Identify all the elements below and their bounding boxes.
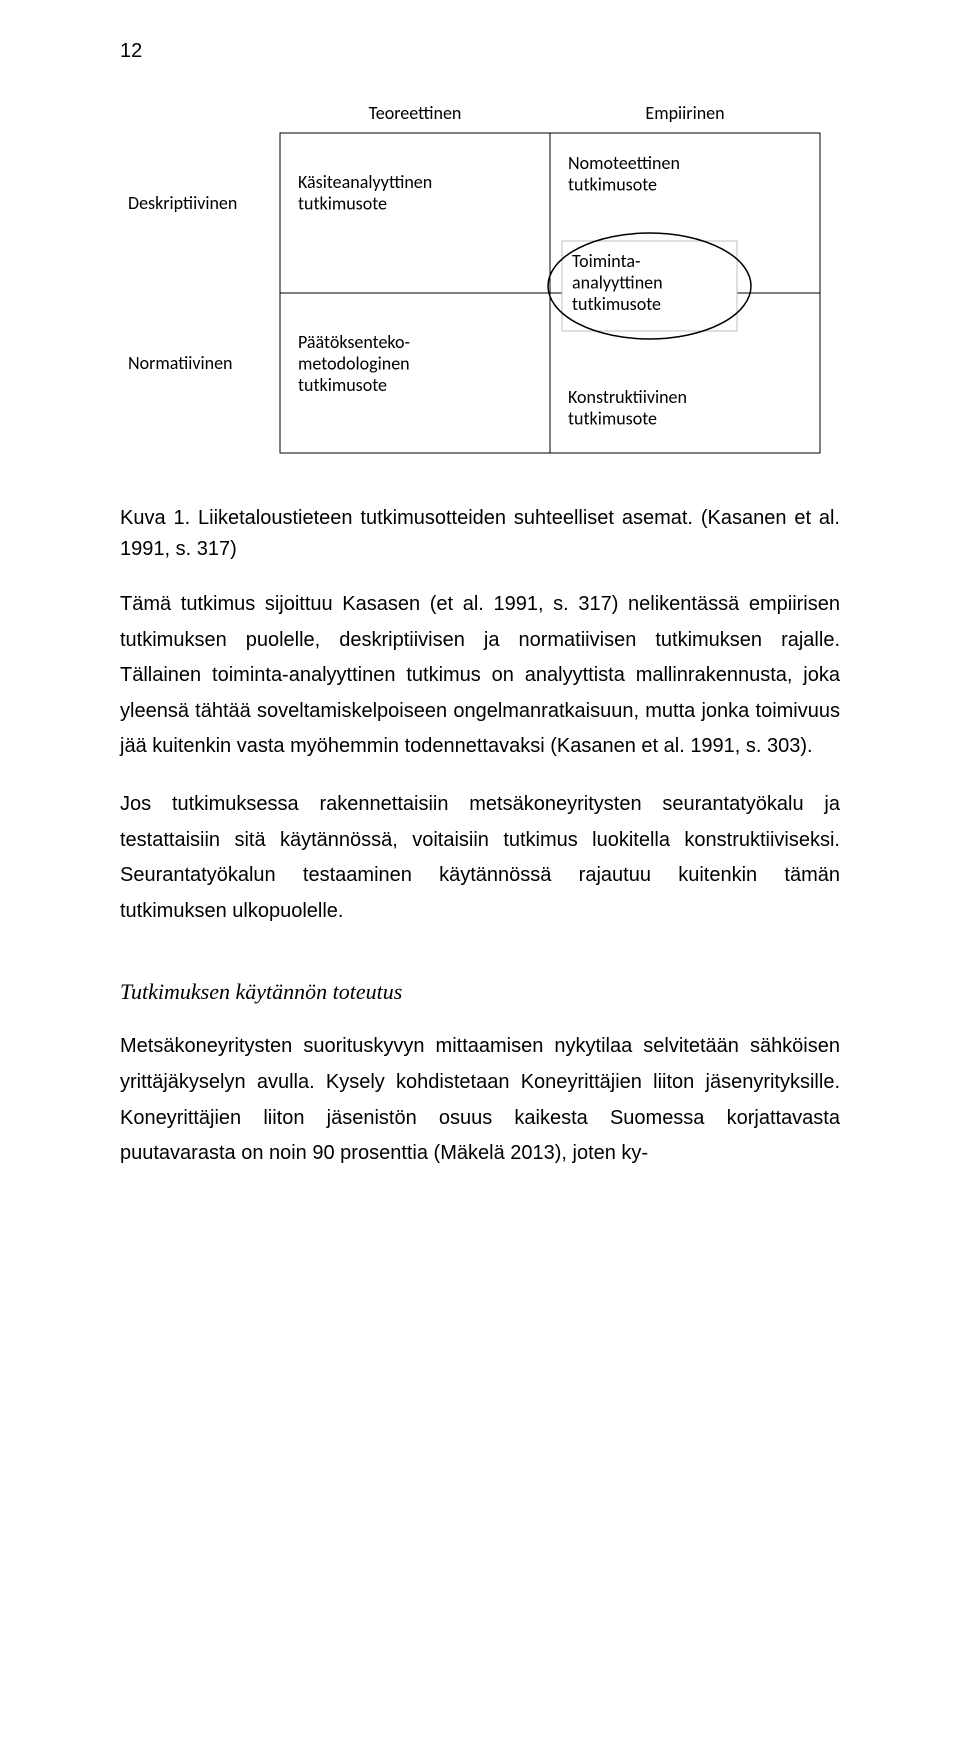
svg-text:tutkimusote: tutkimusote bbox=[568, 174, 657, 196]
section-heading: Tutkimuksen käytännön toteutus bbox=[120, 979, 840, 1005]
svg-text:Deskriptiivinen: Deskriptiivinen bbox=[128, 192, 237, 214]
svg-text:Käsiteanalyyttinen: Käsiteanalyyttinen bbox=[298, 171, 432, 193]
matrix-diagram: Teoreettinen Empiirinen Deskriptiivinen Nor… bbox=[120, 93, 840, 473]
paragraph-1: Tämä tutkimus sijoittuu Kasasen (et al. … bbox=[120, 587, 840, 765]
svg-text:analyyttinen: analyyttinen bbox=[572, 272, 663, 294]
page-number: 12 bbox=[120, 40, 840, 63]
paragraph-2: Jos tutkimuksessa rakennettaisiin metsäk… bbox=[120, 787, 840, 929]
figure-caption: Kuva 1. Liiketaloustieteen tutkimusottei… bbox=[120, 503, 840, 565]
svg-text:Teoreettinen: Teoreettinen bbox=[369, 102, 462, 124]
svg-text:Nomoteettinen: Nomoteettinen bbox=[568, 152, 680, 174]
svg-text:Konstruktiivinen: Konstruktiivinen bbox=[568, 386, 687, 408]
svg-text:tutkimusote: tutkimusote bbox=[298, 193, 387, 215]
paragraph-3: Metsäkoneyritysten suorituskyvyn mittaam… bbox=[120, 1029, 840, 1171]
page: 12 Teoreettinen Empiirinen Deskriptiivinen… bbox=[0, 0, 960, 1234]
matrix-svg: Teoreettinen Empiirinen Deskriptiivinen Nor… bbox=[120, 93, 860, 473]
svg-text:Empiirinen: Empiirinen bbox=[645, 102, 724, 124]
svg-text:Normatiivinen: Normatiivinen bbox=[128, 352, 233, 374]
svg-text:metodologinen: metodologinen bbox=[298, 353, 410, 375]
svg-text:Toiminta-: Toiminta- bbox=[572, 250, 641, 272]
svg-text:Päätöksenteko-: Päätöksenteko- bbox=[298, 331, 410, 353]
svg-text:tutkimusote: tutkimusote bbox=[298, 374, 387, 396]
svg-text:tutkimusote: tutkimusote bbox=[572, 293, 661, 315]
svg-text:tutkimusote: tutkimusote bbox=[568, 408, 657, 430]
